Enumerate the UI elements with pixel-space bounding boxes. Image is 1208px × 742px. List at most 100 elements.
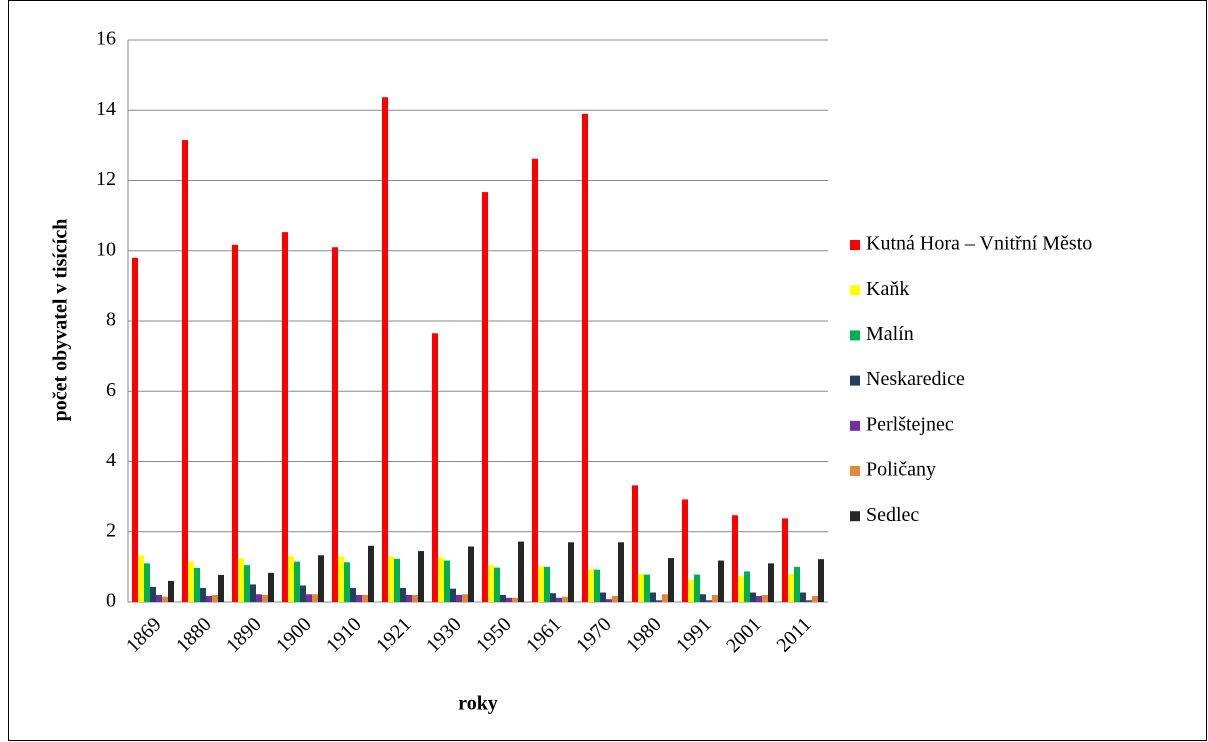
bar: [406, 594, 412, 602]
bar: [550, 593, 556, 602]
bar: [794, 566, 800, 602]
bar: [318, 555, 324, 602]
bar: [812, 596, 818, 602]
x-tick-label: 1900: [272, 613, 316, 657]
bar: [568, 542, 574, 602]
bar: [232, 244, 238, 602]
bar: [788, 573, 794, 602]
bar: [418, 551, 424, 602]
bar: [744, 571, 750, 602]
bar: [762, 594, 768, 602]
legend-swatch: [850, 420, 860, 431]
bar: [294, 561, 300, 602]
bar: [632, 485, 638, 602]
y-tick-label: 10: [96, 238, 116, 260]
bar: [706, 600, 712, 602]
bar: [500, 594, 506, 602]
legend-swatch: [850, 375, 860, 386]
bar: [600, 592, 606, 602]
bar: [268, 572, 274, 602]
bar: [188, 561, 194, 602]
bar: [312, 594, 318, 602]
bar: [768, 563, 774, 602]
x-tick-label: 1880: [172, 613, 216, 657]
bar: [362, 594, 368, 602]
y-tick-label: 14: [96, 98, 116, 120]
y-tick-label: 16: [96, 28, 116, 50]
x-tick-label: 1890: [222, 613, 266, 657]
bar: [344, 562, 350, 602]
x-axis-label: roky: [458, 693, 498, 715]
legend-swatch: [850, 511, 860, 522]
bar: [512, 597, 518, 602]
bar: [132, 257, 138, 602]
bar: [150, 586, 156, 602]
bar: [532, 158, 538, 602]
legend-swatch: [850, 466, 860, 476]
bar: [606, 599, 612, 602]
bar: [300, 585, 306, 602]
bar: [144, 563, 150, 602]
bar: [382, 97, 388, 602]
bar: [682, 499, 688, 602]
bar: [650, 592, 656, 602]
legend-label: Sedlec: [866, 504, 919, 526]
bar: [400, 587, 406, 602]
y-tick-label: 4: [106, 449, 116, 471]
bar: [338, 556, 344, 602]
x-tick-label: 2011: [772, 613, 815, 656]
bar: [518, 541, 524, 602]
bar: [462, 594, 468, 602]
bar: [282, 232, 288, 603]
bar: [688, 579, 694, 602]
bar: [494, 567, 500, 602]
bar: [538, 566, 544, 602]
bar: [468, 546, 474, 602]
bar: [200, 587, 206, 602]
legend-swatch: [850, 285, 860, 296]
legend-label: Kutná Hora – Vnitřní Město: [866, 233, 1092, 255]
bar: [544, 566, 550, 602]
bar: [256, 594, 262, 602]
x-tick-label: 1980: [622, 613, 666, 657]
bar: [662, 594, 668, 602]
y-axis-label: počet obyvatel v tisících: [50, 219, 72, 422]
bar: [288, 556, 294, 602]
bar: [588, 569, 594, 602]
bar: [738, 576, 744, 602]
x-tick-label: 1950: [472, 613, 516, 657]
bar: [368, 545, 374, 602]
bar: [212, 594, 218, 602]
bar: [718, 560, 724, 602]
bar: [194, 567, 200, 602]
y-tick-label: 6: [106, 379, 116, 401]
x-tick-label: 2001: [722, 613, 766, 657]
bar: [250, 584, 256, 602]
bar: [694, 574, 700, 602]
legend-swatch: [850, 240, 860, 250]
bar: [700, 594, 706, 602]
bar: [394, 558, 400, 602]
bar: [206, 596, 212, 602]
bar: [644, 574, 650, 602]
legend-label: Kaňk: [866, 278, 909, 300]
y-tick-label: 8: [106, 309, 116, 331]
bar: [800, 592, 806, 602]
bar: [168, 580, 174, 602]
y-tick-label: 2: [106, 519, 116, 541]
legend-label: Poličany: [866, 459, 936, 481]
bar: [782, 518, 788, 602]
bar: [138, 555, 144, 602]
bar: [332, 247, 338, 603]
bar: [350, 587, 356, 602]
bar: [262, 594, 268, 602]
bar: [638, 573, 644, 602]
legend-label: Malín: [866, 323, 914, 345]
x-tick-label: 1970: [572, 613, 616, 657]
bar: [356, 594, 362, 602]
bar: [806, 600, 812, 602]
bar: [656, 600, 662, 602]
bar: [556, 597, 562, 602]
bar: [156, 594, 162, 602]
